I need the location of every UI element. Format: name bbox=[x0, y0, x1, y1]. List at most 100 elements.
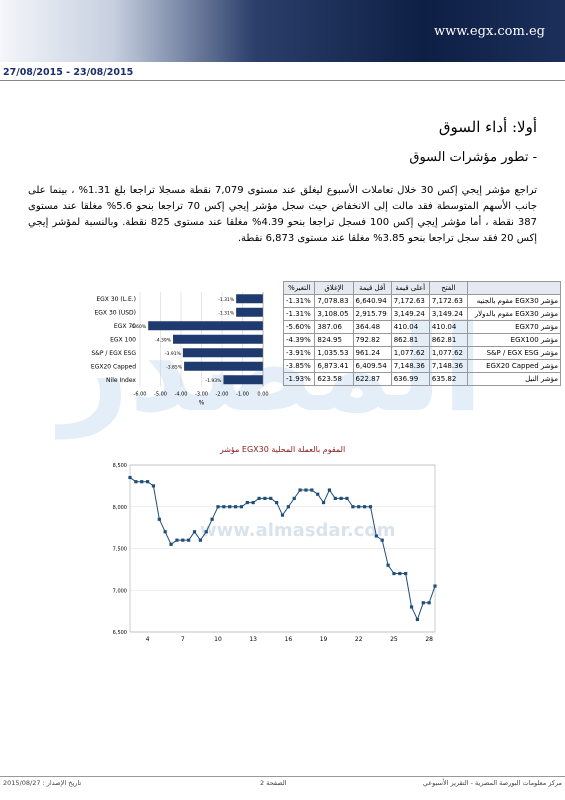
plot-frame bbox=[129, 464, 436, 633]
cell: 636.99 bbox=[390, 372, 430, 386]
point bbox=[210, 517, 214, 521]
point bbox=[409, 605, 414, 609]
point bbox=[357, 505, 361, 509]
point bbox=[363, 505, 367, 509]
category-label: EGX20 Capped bbox=[91, 363, 136, 370]
point bbox=[374, 534, 378, 538]
bar-chart: -6.00 -5.00 -4.00 -3.00 -2.00 -1.00 0.00% EGX 3… bbox=[91, 292, 269, 407]
point bbox=[204, 530, 208, 534]
footer-right: مركز معلومات البورصة المصرية - التقرير ا… bbox=[422, 779, 562, 787]
date-range: 27/08/2015 - 23/08/2015 bbox=[3, 67, 134, 78]
point bbox=[239, 505, 244, 509]
point bbox=[368, 505, 373, 509]
cell: -1.31% bbox=[282, 294, 316, 308]
bar bbox=[184, 361, 263, 371]
cell: -1.31% bbox=[282, 307, 316, 321]
row-label: مؤشر EGX70 bbox=[466, 320, 562, 334]
point bbox=[198, 538, 202, 542]
y-tick-label: 7,000 bbox=[113, 588, 127, 594]
cell: 7,172.63 bbox=[428, 294, 468, 308]
point bbox=[228, 505, 232, 509]
subheading: - تطور مؤشرات السوق bbox=[409, 150, 537, 165]
banner bbox=[0, 0, 565, 62]
point bbox=[222, 505, 226, 509]
point bbox=[181, 538, 185, 542]
table-row: مؤشر S&P / EGX ESG 1,077.62 1,077.62 961.24… bbox=[282, 346, 562, 360]
cell: 824.95 bbox=[314, 333, 354, 347]
point bbox=[386, 563, 390, 567]
table-row: مؤشر EGX30 مقوم بالجنيه 7,172.63 7,172.63 6… bbox=[282, 294, 562, 308]
table-row: مؤشر EGX70 410.04 410.04 364.48 387.06 -5.60% bbox=[282, 320, 562, 334]
cell: 387.06 bbox=[314, 320, 354, 334]
x-tick-label: -6.00 bbox=[134, 392, 147, 398]
corner-cell bbox=[466, 281, 562, 295]
header-row: الفتح أعلى قيمة أقل قيمة الإغلاق التغير% bbox=[282, 281, 562, 295]
row-label: مؤشر EGX20 Capped bbox=[466, 359, 562, 373]
y-tick-label: 8,500 bbox=[113, 463, 127, 469]
cell: 1,077.62 bbox=[428, 346, 468, 360]
point bbox=[380, 538, 384, 542]
cell: 1,035.53 bbox=[314, 346, 354, 360]
row-label: مؤشر EGX30 مقوم بالدولار bbox=[466, 307, 562, 321]
y-tick-label: 7,500 bbox=[113, 547, 127, 553]
point bbox=[398, 571, 402, 576]
row-label: مؤشر S&P / EGX ESG bbox=[466, 346, 562, 360]
row-label: مؤشر EGX100 bbox=[466, 333, 562, 347]
chart-title: مؤشر EGX30 المقوم بالعملة المحلية bbox=[219, 445, 345, 454]
x-tick-label: 7 bbox=[181, 636, 185, 643]
table-row: مؤشر EGX30 مقوم بالدولار 3,149.24 3,149.24… bbox=[282, 307, 562, 321]
point bbox=[286, 505, 290, 509]
column-header: الإغلاق bbox=[314, 281, 354, 295]
x-tick-label: 28 bbox=[425, 636, 433, 643]
cell: 410.04 bbox=[390, 320, 430, 334]
column-header: أقل قيمة bbox=[352, 281, 392, 295]
x-tick-label: 22 bbox=[355, 636, 363, 643]
point bbox=[327, 488, 332, 492]
cell: 410.04 bbox=[428, 320, 468, 334]
point bbox=[169, 542, 173, 546]
point bbox=[427, 601, 431, 605]
value-label: -4.39% bbox=[155, 337, 172, 343]
cell: 3,149.24 bbox=[428, 307, 468, 321]
cell: 635.82 bbox=[428, 372, 468, 386]
point bbox=[292, 496, 296, 500]
table-row: مؤشر EGX20 Capped 7,148.36 7,148.36 6,409.5… bbox=[282, 359, 562, 373]
x-tick-label: -4.00 bbox=[175, 392, 188, 398]
point bbox=[310, 488, 314, 492]
heading: أولا: أداء السوق bbox=[438, 118, 537, 136]
cell: 862.81 bbox=[390, 333, 430, 347]
value-label: -1.31% bbox=[218, 310, 235, 316]
y-tick-label: 8,000 bbox=[113, 505, 127, 511]
point bbox=[304, 488, 308, 492]
table-row: مؤشر EGX100 862.81 862.81 792.82 824.95 -4.39… bbox=[282, 333, 562, 347]
cell: 7,078.83 bbox=[314, 294, 354, 308]
x-tick-label: -1.00 bbox=[236, 392, 249, 398]
point bbox=[175, 538, 179, 542]
cell: -1.93% bbox=[282, 372, 316, 386]
cell: -5.60% bbox=[282, 320, 316, 334]
cell: 622.87 bbox=[352, 372, 392, 386]
column-header: أعلى قيمة bbox=[390, 281, 430, 295]
x-tick-label: 13 bbox=[249, 636, 257, 643]
bar bbox=[173, 334, 263, 344]
column-header: الفتح bbox=[428, 281, 468, 295]
line-chart: مؤشر EGX30 المقوم بالعملة المحلية 6,500 7,… bbox=[113, 445, 437, 643]
point bbox=[140, 480, 144, 484]
point bbox=[145, 480, 150, 484]
cell: -4.39% bbox=[282, 333, 316, 347]
y-tick-label: 6,500 bbox=[113, 630, 127, 636]
x-tick-label: 10 bbox=[214, 636, 222, 643]
point bbox=[280, 513, 285, 517]
footer: تاريخ الإصدار : 2015/08/27 الصفحة 2 مركز… bbox=[0, 776, 565, 789]
cell: 1,077.62 bbox=[390, 346, 430, 360]
x-tick-label: -2.00 bbox=[216, 392, 229, 398]
paragraph: تراجع مؤشر إيجي إكس 30 خلال تعاملات الأس… bbox=[28, 185, 538, 244]
bar bbox=[223, 375, 263, 385]
point bbox=[233, 505, 238, 509]
point bbox=[351, 505, 355, 509]
cell: -3.91% bbox=[282, 346, 316, 360]
point bbox=[269, 496, 273, 500]
x-tick-label: 4 bbox=[146, 636, 150, 643]
cell: 7,148.36 bbox=[390, 359, 430, 373]
point bbox=[433, 584, 437, 588]
